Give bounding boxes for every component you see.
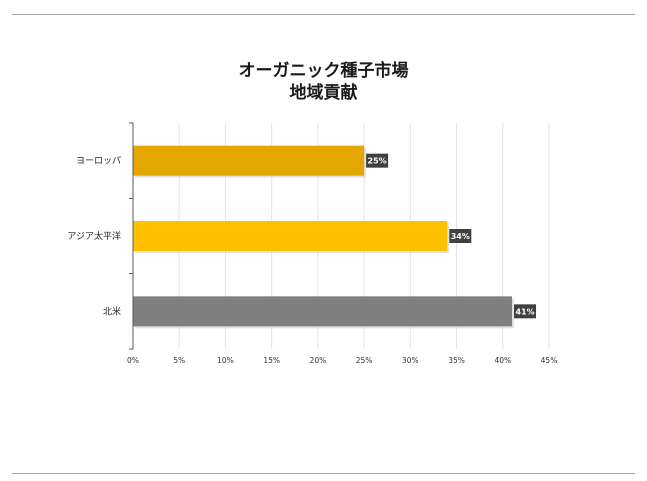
category-label: アジア太平洋 <box>67 230 121 242</box>
bar <box>133 145 365 176</box>
x-tick-label: 5% <box>173 356 185 365</box>
x-tick-label: 35% <box>448 356 465 365</box>
x-tick-label: 20% <box>310 356 327 365</box>
category-label: ヨーロッパ <box>76 156 121 167</box>
x-tick-label: 0% <box>127 356 139 365</box>
bars <box>133 145 515 329</box>
chart-title-block: オーガニック種子市場 地域貢献 <box>0 60 647 104</box>
data-label-box <box>449 229 472 243</box>
data-label-box <box>366 153 389 168</box>
chart-title: オーガニック種子市場 <box>238 61 409 81</box>
x-tick-label: 30% <box>402 356 419 365</box>
x-tick-label: 45% <box>541 356 558 365</box>
x-tick-label: 10% <box>217 356 234 365</box>
data-label: 25% <box>368 157 387 166</box>
data-label: 34% <box>451 232 470 241</box>
x-tick-label: 15% <box>263 356 280 365</box>
labels: 0% 5% 10% 15% 20% 25% 30% 35% 40% 45% 25% ヨーロッパ 34% ア… <box>67 153 558 365</box>
data-label-box <box>514 304 537 319</box>
x-tick-label: 25% <box>356 356 373 365</box>
top-divider <box>12 14 635 15</box>
category-label: 北米 <box>103 305 121 317</box>
bar <box>133 221 448 251</box>
bar <box>133 296 513 327</box>
chart-subtitle: 地域貢献 <box>289 83 358 103</box>
bottom-divider <box>12 473 635 474</box>
x-tick-label: 40% <box>494 356 511 365</box>
axes <box>129 122 134 350</box>
data-label: 41% <box>515 307 534 316</box>
